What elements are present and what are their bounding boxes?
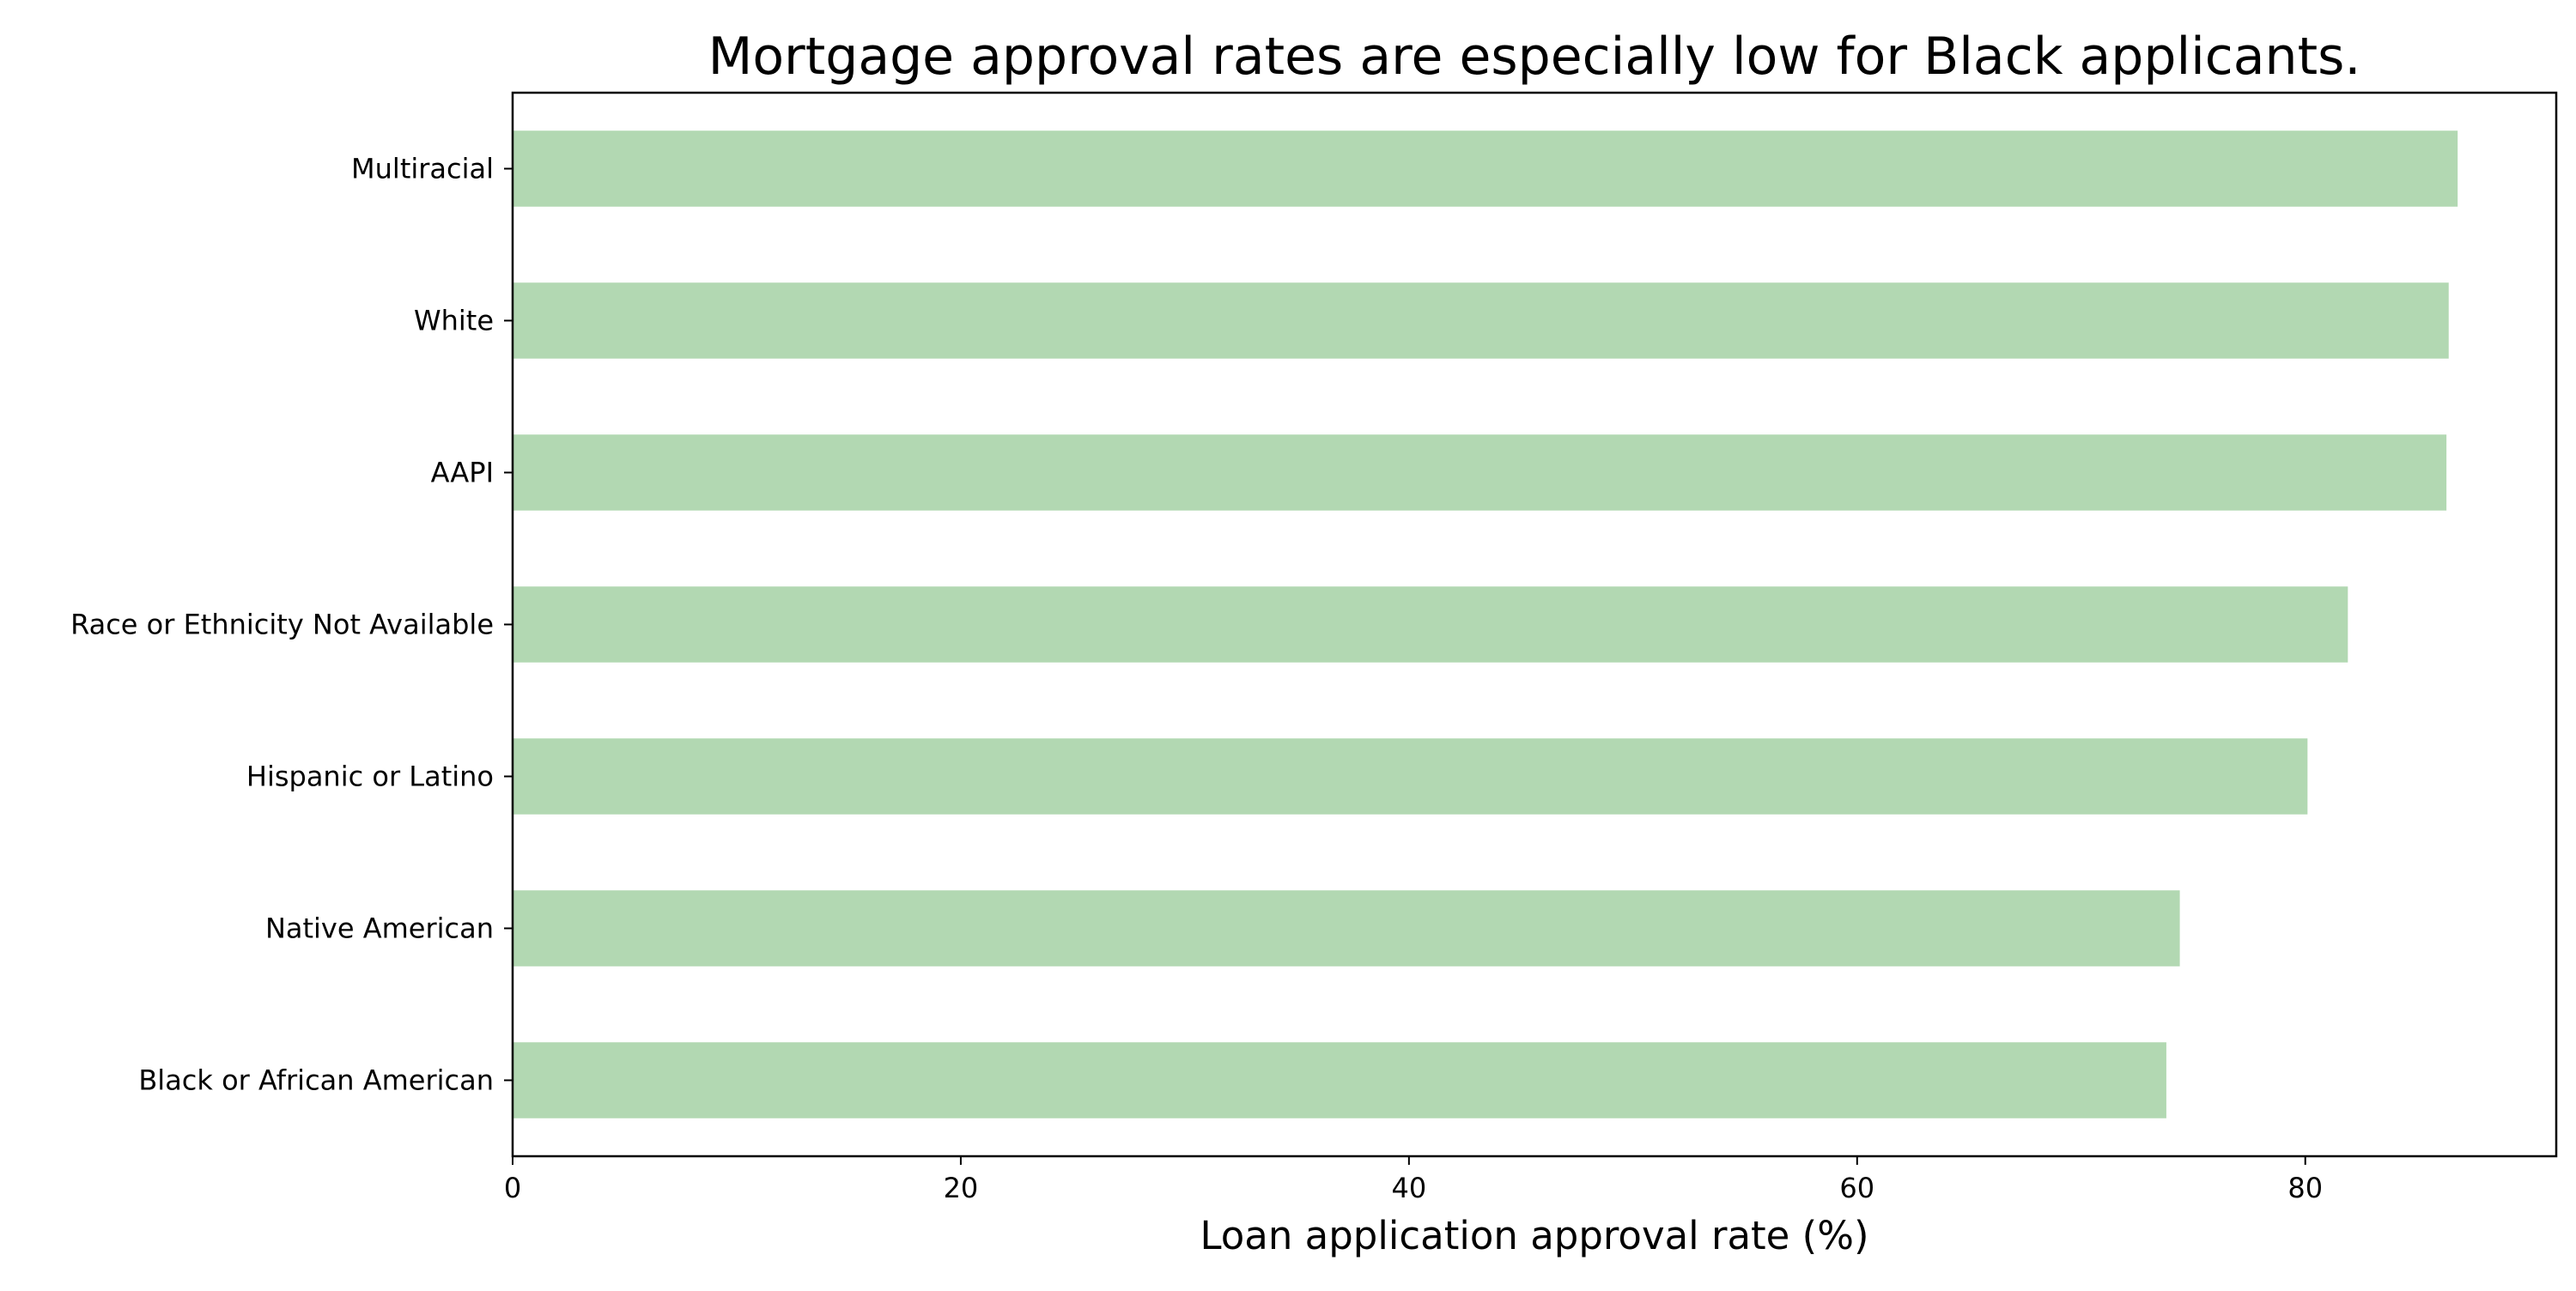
x-tick-label-4: 80 xyxy=(2287,1172,2323,1204)
x-tick-label-1: 20 xyxy=(944,1172,979,1204)
chart-title: Mortgage approval rates are especially l… xyxy=(708,27,2361,87)
bars-layer xyxy=(513,130,2458,1118)
bar-1 xyxy=(513,890,2180,967)
y-tick-label-1: Native American xyxy=(265,912,494,945)
bar-0 xyxy=(513,1042,2166,1118)
y-tick-label-2: Hispanic or Latino xyxy=(246,761,494,793)
y-tick-label-0: Black or African American xyxy=(138,1064,494,1097)
x-axis: 0 20 40 60 80 xyxy=(504,1156,2323,1204)
bar-2 xyxy=(513,738,2308,815)
x-axis-title: Loan application approval rate (%) xyxy=(1200,1213,1868,1258)
x-tick-label-3: 60 xyxy=(1839,1172,1874,1204)
y-tick-label-6: Multiracial xyxy=(351,153,494,185)
bar-4 xyxy=(513,434,2447,511)
y-tick-label-3: Race or Ethnicity Not Available xyxy=(70,609,494,641)
y-tick-label-4: AAPI xyxy=(431,457,494,489)
bar-3 xyxy=(513,586,2348,663)
y-tick-label-5: White xyxy=(414,305,494,337)
x-tick-label-0: 0 xyxy=(504,1172,521,1204)
bar-5 xyxy=(513,282,2449,359)
bar-6 xyxy=(513,130,2458,207)
y-axis: Black or African American Native American… xyxy=(70,153,513,1097)
x-tick-label-2: 40 xyxy=(1392,1172,1427,1204)
